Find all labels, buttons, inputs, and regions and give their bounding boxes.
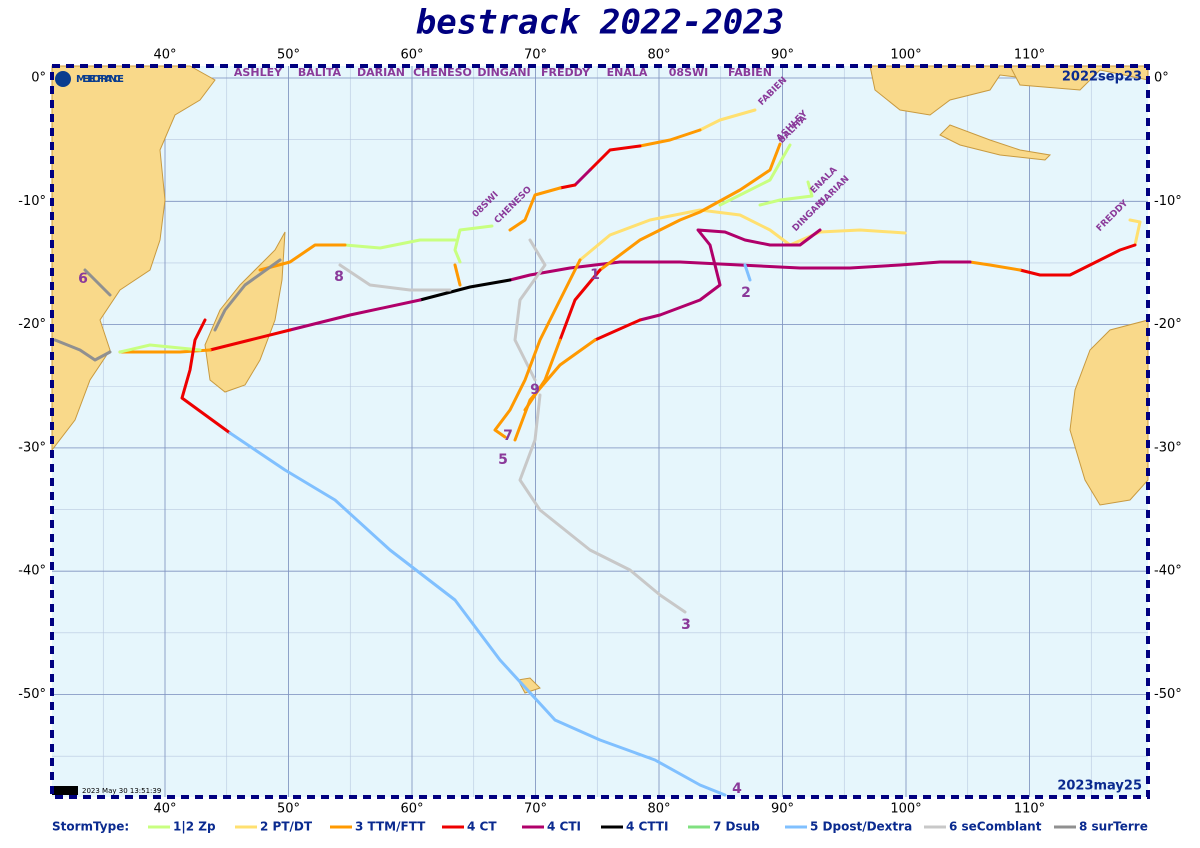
- lon-label: 70°: [524, 802, 547, 817]
- timestamp: 2023 May 30 13:51:39: [82, 787, 161, 795]
- track-number: 3: [681, 617, 691, 633]
- legend-title: StormType:: [52, 820, 129, 834]
- legend-label: 2 PT/DT: [260, 820, 313, 834]
- lat-label: -50°: [1154, 687, 1182, 702]
- lon-label: 90°: [771, 48, 794, 63]
- track-number: 1: [590, 267, 600, 283]
- lon-label: 60°: [400, 48, 423, 63]
- storm-name: 08SWI: [669, 66, 708, 79]
- legend-label: 5 Dpost/Dextra: [810, 820, 912, 834]
- logo: METEO FRANCE: [55, 71, 124, 87]
- lat-label: 0°: [1154, 71, 1169, 86]
- lon-label: 100°: [890, 48, 921, 63]
- track-number: 2: [741, 285, 751, 301]
- lat-label: -30°: [18, 440, 46, 455]
- legend-label: 1|2 Zp: [173, 820, 216, 834]
- logo-text: METEO FRANCE: [76, 74, 124, 85]
- lon-label: 110°: [1014, 48, 1045, 63]
- storm-name: ASHLEY: [234, 66, 283, 79]
- lat-label: -50°: [18, 687, 46, 702]
- track-number: 4: [732, 781, 742, 797]
- lat-label: -10°: [1154, 194, 1182, 209]
- ocean: [52, 66, 1148, 797]
- storm-name: DINGANI: [477, 66, 530, 79]
- lat-label: 0°: [31, 71, 46, 86]
- track-number: 7: [503, 428, 513, 444]
- lon-label: 100°: [890, 802, 921, 817]
- storm-name: FREDDY: [541, 66, 591, 79]
- legend-label: 4 CT: [467, 820, 497, 834]
- storm-name: DARIAN: [357, 66, 405, 79]
- track-number: 6: [78, 271, 88, 287]
- timestamp-badge: [52, 786, 78, 795]
- lat-label: -20°: [18, 317, 46, 332]
- lon-label: 50°: [277, 48, 300, 63]
- lon-label: 70°: [524, 48, 547, 63]
- lat-label: -10°: [18, 194, 46, 209]
- storm-name: ENALA: [607, 66, 648, 79]
- map-frame: [50, 64, 1150, 799]
- legend-label: 7 Dsub: [713, 820, 760, 834]
- lat-label: -20°: [1154, 317, 1182, 332]
- track-number: 5: [498, 452, 508, 468]
- lon-label: 110°: [1014, 802, 1045, 817]
- track-number: 9: [530, 382, 540, 398]
- lon-label: 40°: [153, 802, 176, 817]
- lon-label: 40°: [153, 48, 176, 63]
- tracks: [53, 108, 1142, 797]
- lat-label: -30°: [1154, 440, 1182, 455]
- start-date: 2022sep23: [1062, 70, 1142, 85]
- lon-label: 60°: [400, 802, 423, 817]
- lat-label: -40°: [18, 564, 46, 579]
- storm-name: CHENESO: [413, 66, 472, 79]
- legend-label: 4 CTI: [547, 820, 581, 834]
- legend-label: 4 CTTI: [626, 820, 668, 834]
- lat-label: -40°: [1154, 564, 1182, 579]
- track-number: 8: [334, 269, 344, 285]
- lon-label: 80°: [647, 802, 670, 817]
- legend-label: 3 TTM/FTT: [355, 820, 426, 834]
- end-date: 2023may25: [1057, 779, 1142, 794]
- lon-label: 50°: [277, 802, 300, 817]
- storm-name: BALITA: [298, 66, 342, 79]
- land: [51, 65, 1149, 694]
- storm-name: FABIEN: [728, 66, 772, 79]
- lon-label: 80°: [647, 48, 670, 63]
- lon-label: 90°: [771, 802, 794, 817]
- legend-label: 6 seComblant: [949, 820, 1042, 834]
- title: bestrack 2022-2023: [416, 3, 784, 43]
- legend-label: 8 surTerre: [1079, 820, 1148, 834]
